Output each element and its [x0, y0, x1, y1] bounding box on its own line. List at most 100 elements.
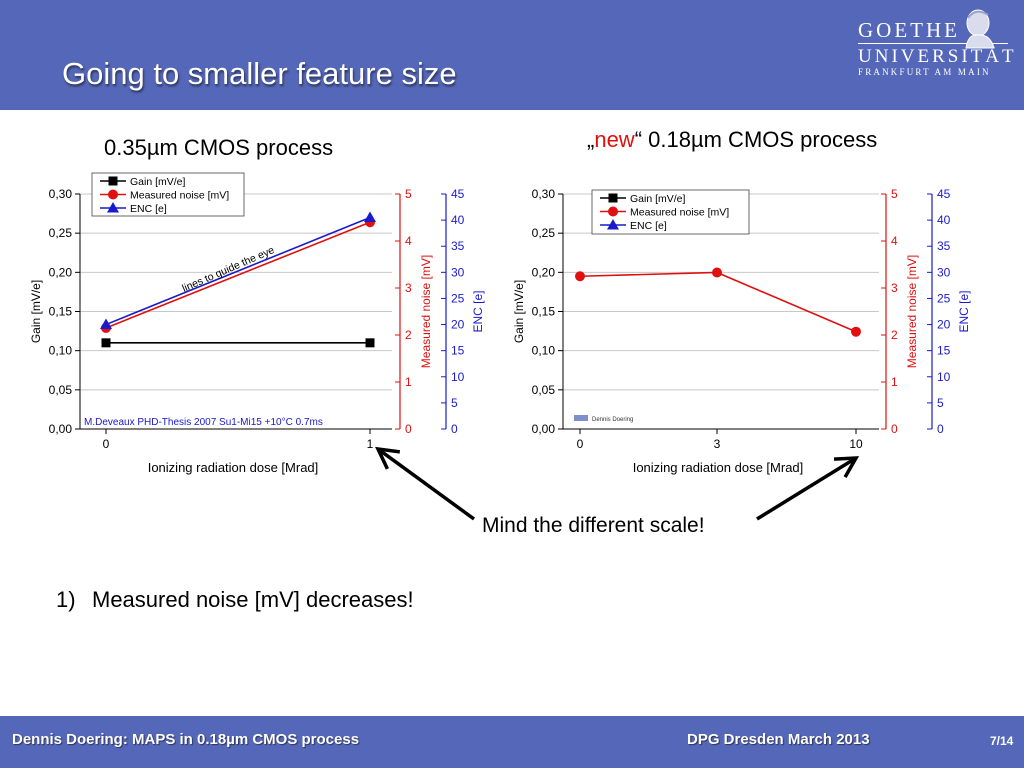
chart2-y-tick-label: 0,20 [532, 265, 556, 279]
chart1-legend-entry: Measured noise [mV] [130, 190, 229, 202]
chart1-enc-tick-label: 45 [451, 187, 465, 201]
chart2-title-open-quote: „ [587, 127, 595, 152]
chart2-legend-entry: ENC [e] [630, 220, 667, 232]
slide-header: Going to smaller feature size GOETHE UNI… [0, 0, 1024, 110]
chart1-noise-tick-label: 0 [405, 422, 412, 436]
chart2-y-tick-label: 0,25 [532, 226, 556, 240]
chart1-legend-swatch-marker [108, 189, 118, 200]
chart1-enc-tick-label: 0 [451, 422, 458, 436]
logo-rule [858, 43, 1008, 44]
chart2-y-tick-label: 0,15 [532, 305, 556, 319]
chart1-enc-tick-label: 35 [451, 239, 465, 253]
chart1-y-tick-label: 0,00 [49, 422, 73, 436]
chart2-enc-tick-label: 10 [937, 370, 951, 384]
chart2-title-rest: “ 0.18µm CMOS process [634, 127, 878, 152]
arrow-to-chart1-axis-head [375, 446, 401, 470]
chart2-enc-tick-label: 45 [937, 187, 951, 201]
chart2-title-accent: new [594, 127, 635, 152]
chart1-legend-swatch-marker [108, 176, 118, 186]
chart2-y-tick-label: 0,30 [532, 187, 556, 201]
footer-author: Dennis Doering: MAPS in 0.18µm CMOS proc… [12, 731, 360, 748]
chart2-legend-swatch-marker [608, 206, 618, 217]
chart1-enc-tick-label: 20 [451, 318, 465, 332]
chart2-noise-tick-label: 4 [891, 234, 898, 248]
chart2-annotation-author: Dennis Doering [592, 417, 633, 423]
chart2-series-line [579, 271, 857, 333]
chart2-y-tick-label: 0,10 [532, 344, 556, 358]
chart1-y-tick-label: 0,30 [49, 187, 73, 201]
chart1-enc-tick-label: 40 [451, 213, 465, 227]
slide-title: Going to smaller feature size [62, 56, 457, 91]
chart1-annotation-guide: lines to guide the eye [180, 244, 276, 295]
chart2-noise-tick-label: 5 [891, 187, 898, 201]
logo-line-frankfurt: FRANKFURT AM MAIN [858, 67, 991, 77]
scale-note: Mind the different scale! [482, 514, 705, 537]
chart1-annotation-source: M.Deveaux PHD-Thesis 2007 Su1-Mi15 +10°C… [84, 417, 323, 428]
chart1-enc-tick-label: 25 [451, 291, 465, 305]
footer-event: DPG Dresden March 2013 [687, 731, 870, 748]
chart2-data-point [575, 271, 585, 282]
chart1-legend-swatch-marker [107, 202, 119, 213]
chart2-legend-swatch-marker [608, 193, 618, 203]
chart1-y-tick-label: 0,20 [49, 265, 73, 279]
chart2-noise-tick-label: 0 [891, 422, 898, 436]
chart2-legend-entry: Gain [mV/e] [630, 193, 686, 205]
arrow-to-chart2-axis-head [833, 456, 860, 478]
point-text: Measured noise [mV] decreases! [92, 587, 414, 612]
chart1-x-tick-label: 0 [103, 437, 110, 451]
chart1-x-axis-label: Ionizing radiation dose [Mrad] [148, 460, 319, 475]
chart2-enc-tick-label: 35 [937, 239, 951, 253]
chart2-data-point [712, 267, 722, 278]
chart1-data-point [100, 318, 112, 330]
chart1-title: 0.35µm CMOS process [104, 135, 333, 161]
chart2-enc-tick-label: 40 [937, 213, 951, 227]
chart1-data-point [365, 338, 375, 348]
chart2-legend-swatch-marker [607, 219, 619, 230]
chart1-y-tick-label: 0,15 [49, 305, 73, 319]
chart2-enc-tick-label: 5 [937, 396, 944, 410]
chart1-data-point [101, 338, 111, 348]
chart2-noise-axis-label: Measured noise [mV] [905, 255, 919, 368]
chart1-noise-tick-label: 5 [405, 187, 412, 201]
footer-page-number: 7/14 [990, 734, 1014, 748]
chart2-enc-tick-label: 20 [937, 318, 951, 332]
chart2-legend-entry: Measured noise [mV] [630, 207, 729, 219]
chart2-title: „new“ 0.18µm CMOS process [587, 127, 877, 153]
university-logo: GOETHE UNIVERSITÄT FRANKFURT AM MAIN [858, 9, 1014, 84]
chart1-data-point [364, 211, 376, 222]
chart2-x-tick-label: 0 [577, 437, 584, 451]
chart1-enc-tick-label: 10 [451, 370, 465, 384]
chart1-noise-axis-label: Measured noise [mV] [419, 255, 433, 368]
chart1-legend-entry: ENC [e] [130, 203, 167, 215]
chart2-data-point [851, 326, 861, 337]
logo-line-universitaet: UNIVERSITÄT [858, 46, 1017, 67]
chart2-enc-tick-label: 15 [937, 344, 951, 358]
chart2-enc-axis-label: ENC [e] [957, 290, 971, 332]
chart2-x-tick-label: 10 [849, 437, 863, 451]
chart1-enc-tick-label: 5 [451, 396, 458, 410]
chart1-series-line [105, 221, 371, 329]
chart1-noise-tick-label: 4 [405, 234, 412, 248]
goethe-portrait-icon [965, 9, 995, 49]
chart1-title-text: 0.35µm CMOS process [104, 135, 334, 160]
chart1-noise-tick-label: 1 [405, 375, 412, 389]
chart1-enc-axis-label: ENC [e] [471, 290, 485, 332]
chart2-enc-tick-label: 30 [937, 265, 951, 279]
chart1-noise-tick-label: 2 [405, 328, 412, 342]
point-list: 1) Measured noise [mV] decreases! [56, 587, 414, 613]
point-number: 1) [56, 587, 76, 612]
chart2-enc-tick-label: 0 [937, 422, 944, 436]
chart1-noise-tick-label: 3 [405, 281, 412, 295]
chart2-noise-tick-label: 2 [891, 328, 898, 342]
chart2-annotation-logo [574, 415, 588, 421]
chart1-enc-tick-label: 30 [451, 265, 465, 279]
chart1-series-line [105, 216, 371, 326]
chart1-y-tick-label: 0,10 [49, 344, 73, 358]
chart1-legend-entry: Gain [mV/e] [130, 176, 186, 188]
chart2-y-tick-label: 0,05 [532, 383, 556, 397]
chart2-noise-tick-label: 3 [891, 281, 898, 295]
chart1-x-tick-label: 1 [367, 437, 374, 451]
arrow-to-chart2-axis [756, 456, 857, 521]
logo-line-goethe: GOETHE [858, 18, 960, 42]
chart2-x-axis-label: Ionizing radiation dose [Mrad] [633, 460, 804, 475]
